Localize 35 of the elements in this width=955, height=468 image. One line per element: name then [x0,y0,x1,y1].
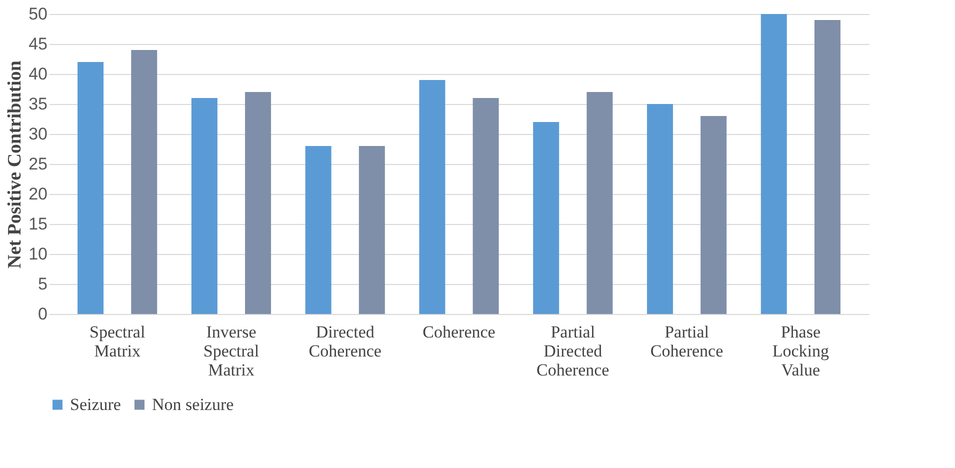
x-tick-label: Partial Directed Coherence [536,322,610,380]
bar [358,146,385,314]
y-tick-label: 35 [28,94,48,114]
bar [245,92,272,314]
bar [78,62,104,314]
y-axis-title: Net Positive Contribution [4,60,26,268]
bar [472,98,499,314]
y-tick-label: 50 [28,4,48,24]
bar [533,122,560,314]
y-tick-label: 30 [28,124,48,144]
legend-label: Non seizure [152,394,234,414]
y-tick-label: 10 [28,244,48,264]
bar [814,20,840,314]
bar [760,14,787,314]
x-tick-label: Spectral Matrix [89,322,146,360]
y-tick-label: 0 [38,304,48,324]
bar [700,116,727,314]
bar [646,104,673,314]
bar [305,146,332,314]
bar [191,98,218,314]
bar [586,92,613,314]
bar [131,50,158,314]
x-tick-label: Coherence [422,322,496,342]
y-tick-label: 25 [28,154,48,174]
y-tick-label: 40 [28,64,48,84]
x-tick-label: Directed Coherence [308,322,382,360]
x-tick-label: Phase Locking Value [772,322,830,380]
y-tick-label: 45 [28,34,48,54]
y-tick-label: 20 [28,184,48,204]
y-tick-label: 5 [38,274,48,294]
x-tick-label: Partial Coherence [650,322,724,360]
y-tick-label: 15 [28,214,48,234]
legend-label: Seizure [70,394,121,414]
bar [419,80,446,314]
x-tick-label: Inverse Spectral Matrix [203,322,260,380]
